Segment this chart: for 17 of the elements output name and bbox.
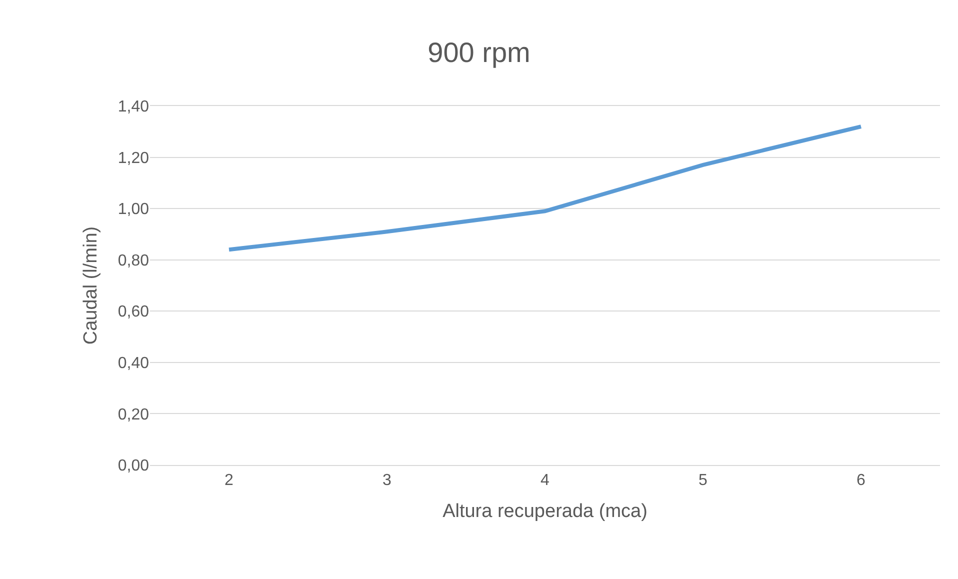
x-tick-label: 4 — [540, 472, 550, 490]
x-tick-label: 6 — [856, 472, 866, 490]
x-axis-title: Altura recuperada (mca) — [442, 501, 648, 522]
y-tick-label: 1,00 — [118, 201, 150, 218]
y-tick-label: 1,40 — [118, 98, 150, 116]
chart-title: 900 rpm — [428, 36, 530, 68]
x-tick-label: 3 — [382, 472, 392, 490]
y-tick-label: 0,00 — [118, 458, 150, 475]
y-tick-label: 0,80 — [118, 252, 150, 270]
line-series — [227, 124, 863, 252]
x-tick-label: 5 — [698, 472, 708, 490]
y-tick-label: 0,40 — [118, 355, 150, 372]
y-tick-label: 0,60 — [118, 304, 150, 321]
y-tick-label: 0,20 — [118, 406, 150, 424]
y-tick-label: 1,20 — [118, 150, 150, 167]
y-axis-title: Caudal (l/min) — [80, 226, 102, 345]
x-tick-label: 2 — [224, 472, 234, 490]
